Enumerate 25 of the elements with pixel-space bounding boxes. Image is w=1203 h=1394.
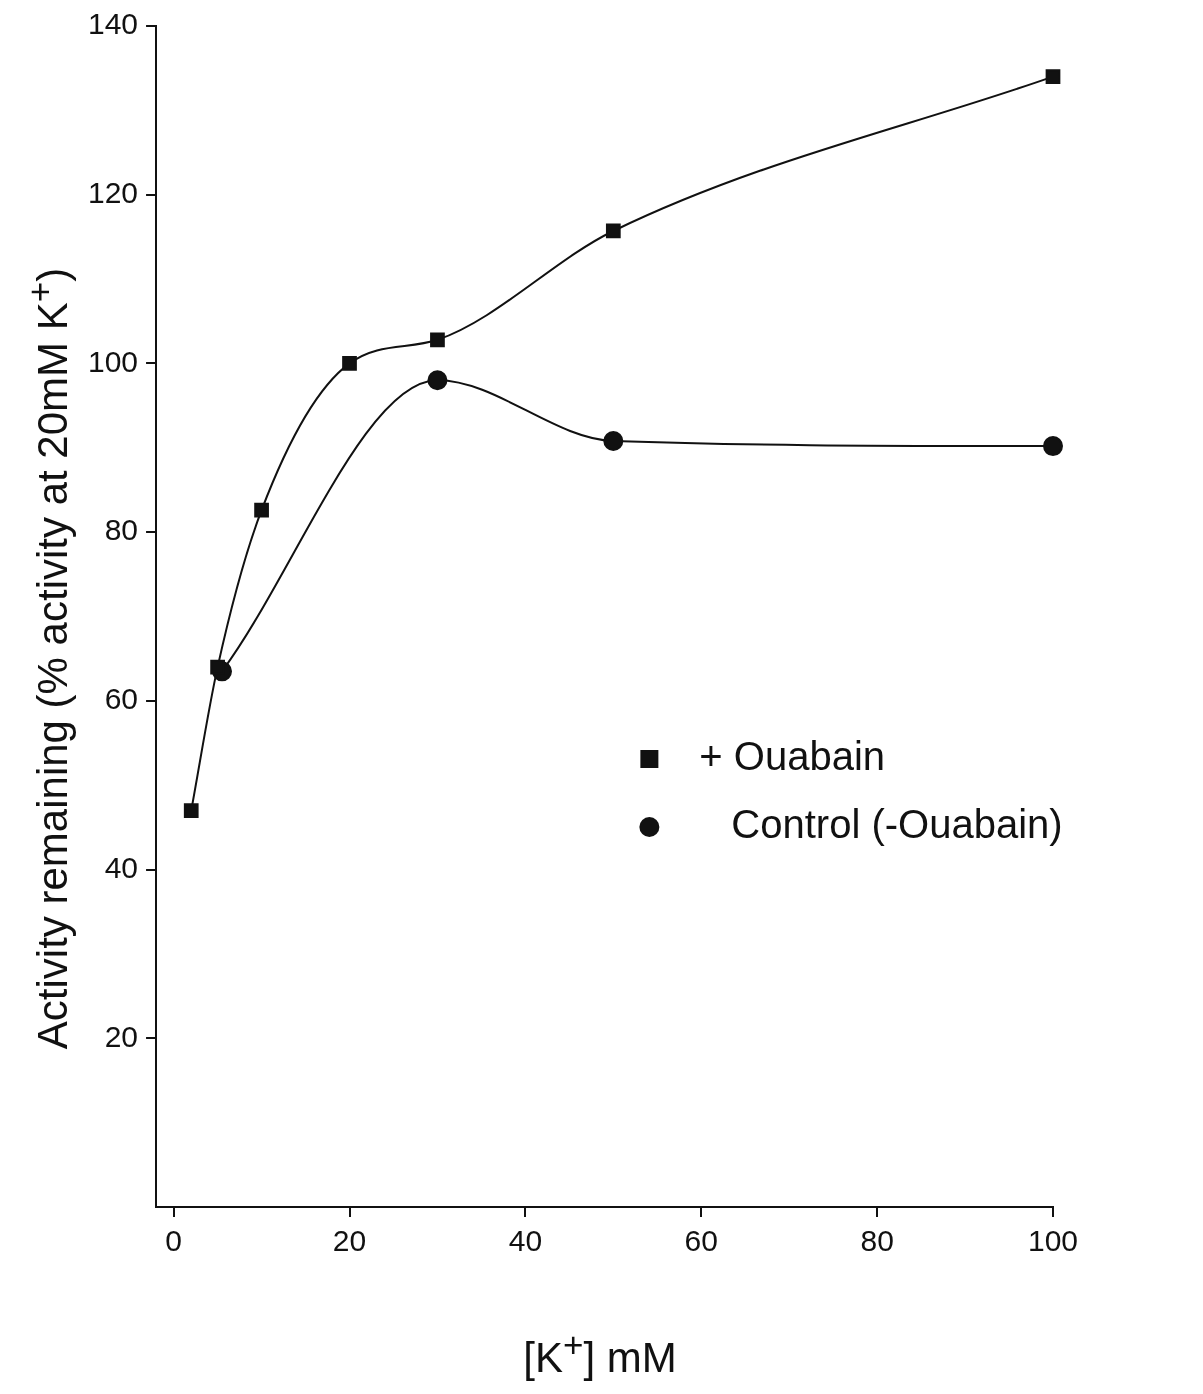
x-tick-label: 80	[860, 1224, 894, 1258]
y-tick-label: 40	[104, 850, 139, 884]
x-tick-label: 100	[1027, 1224, 1079, 1258]
y-tick-label: 140	[87, 7, 139, 41]
x-tick-label: 0	[165, 1224, 182, 1258]
x-tick-label: 20	[332, 1224, 367, 1258]
point	[603, 431, 624, 452]
y-tick-label: 80	[104, 513, 139, 547]
y-tick-label: 60	[104, 682, 139, 716]
x-axis-title: [K$^{+}$] mM	[522, 1325, 678, 1382]
y-tick-label: 20	[104, 1019, 139, 1053]
point	[183, 803, 199, 818]
point	[1045, 69, 1061, 84]
x-tick-label: 60	[684, 1224, 718, 1258]
legend-label: Control (-Ouabain)	[731, 802, 1063, 847]
point	[430, 332, 445, 348]
point	[605, 223, 621, 239]
point	[1043, 436, 1063, 457]
point	[254, 502, 269, 518]
point	[427, 370, 448, 391]
point	[342, 356, 357, 371]
x-tick-label: 40	[508, 1224, 543, 1258]
y-tick-label: 120	[87, 175, 139, 209]
legend-label: + Ouabain	[699, 734, 886, 779]
y-tick-label: 100	[87, 344, 139, 378]
